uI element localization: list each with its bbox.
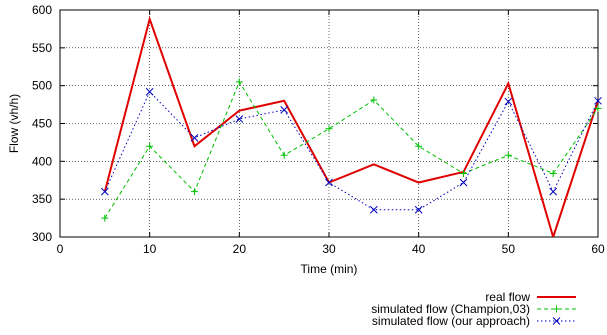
legend-marker [553, 305, 560, 313]
data-point [369, 205, 378, 214]
y-tick-label: 400 [32, 154, 52, 168]
y-tick-label: 450 [32, 117, 52, 131]
x-tick-label: 10 [143, 242, 157, 256]
legend-item: real flow [485, 290, 576, 304]
data-point [370, 96, 378, 104]
x-tick-label: 40 [412, 242, 426, 256]
data-point [459, 178, 468, 187]
data-point [460, 169, 467, 177]
grid-lines [60, 10, 598, 237]
data-point [280, 106, 289, 114]
x-tick-label: 30 [322, 242, 336, 256]
y-tick-label: 600 [32, 3, 52, 17]
x-axis-title: Time (min) [301, 262, 358, 276]
legend-item: simulated flow (Champion,03) [371, 302, 576, 316]
series-line [104, 90, 598, 211]
data-point [504, 151, 512, 159]
data-point [549, 187, 558, 196]
data-point [504, 97, 513, 106]
series-layer [100, 15, 602, 237]
data-point [146, 142, 154, 150]
legend-marker [552, 317, 561, 325]
series-3 [100, 87, 602, 214]
data-point [100, 187, 109, 196]
data-point [594, 104, 602, 112]
y-tick-label: 300 [32, 230, 52, 244]
data-point [415, 142, 423, 150]
data-point [549, 169, 557, 177]
y-tick-label: 550 [32, 41, 52, 55]
data-point [235, 78, 243, 86]
y-tick-label: 500 [32, 79, 52, 93]
data-point [594, 96, 602, 105]
series-line [104, 80, 598, 219]
legend-label: simulated flow (our approach) [372, 314, 530, 328]
data-point [145, 87, 154, 96]
x-tick-label: 60 [591, 242, 605, 256]
legend-label: real flow [485, 290, 530, 304]
series-2 [101, 78, 602, 222]
data-point [101, 214, 109, 222]
data-point [235, 115, 244, 123]
legend-item: simulated flow (our approach) [372, 314, 576, 328]
y-axis-ticks: 300 350 400 450 500 550 600 [32, 3, 598, 244]
x-axis-ticks: 0 10 20 30 40 50 60 [57, 10, 605, 256]
x-tick-label: 0 [57, 242, 64, 256]
data-point [325, 178, 333, 187]
y-axis-title: Flow (vh/h) [7, 94, 21, 153]
x-tick-label: 20 [233, 242, 247, 256]
y-tick-label: 350 [32, 192, 52, 206]
legend-label: simulated flow (Champion,03) [371, 302, 530, 316]
data-point [191, 188, 198, 196]
data-point [414, 205, 423, 214]
series-line [103, 15, 598, 237]
data-point [325, 125, 333, 133]
x-tick-label: 50 [502, 242, 516, 256]
data-point [280, 151, 288, 159]
data-point [190, 134, 199, 142]
series-1 [103, 15, 598, 237]
